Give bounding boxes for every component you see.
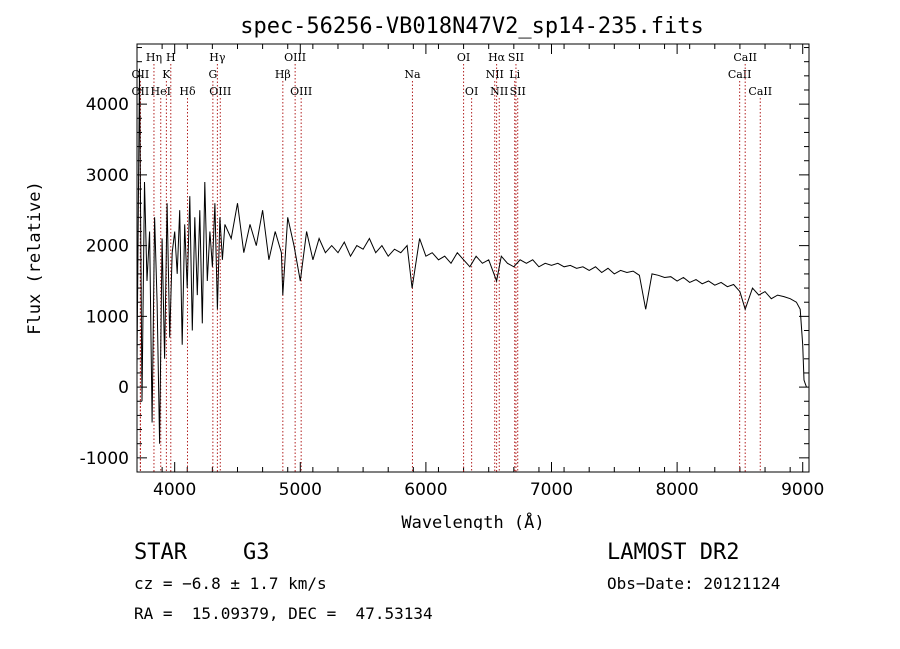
y-tick-label: 1000 [86, 307, 129, 327]
x-tick-label: 6000 [404, 480, 447, 500]
coordinates-readout: RA = 15.09379, DEC = 47.53134 [134, 604, 433, 623]
y-tick-label: 3000 [86, 166, 129, 186]
spectrum-line [136, 68, 807, 444]
x-tick-label: 8000 [655, 480, 698, 500]
chart-title: spec-56256-VB018N47V2_sp14-235.fits [240, 14, 704, 39]
y-tick-label: -1000 [80, 449, 129, 469]
x-axis-label: Wavelength (Å) [401, 511, 544, 530]
line-id-label: Hγ [209, 51, 226, 64]
redshift-readout: cz = −6.8 ± 1.7 km/s [134, 574, 327, 593]
line-id-label: OIII [284, 51, 306, 64]
plot-frame [136, 43, 810, 473]
line-id-label: HeI [151, 85, 171, 98]
line-id-label: Hη [146, 51, 162, 64]
object-class: STAR [134, 540, 187, 565]
line-id-label: CaII [733, 51, 757, 64]
line-id-label: OI [465, 85, 478, 98]
line-id-label: G [208, 68, 217, 81]
line-id-label: H [166, 51, 176, 64]
object-subclass: G3 [243, 540, 270, 565]
line-id-label: Li [509, 68, 520, 81]
line-id-label: Hα [488, 51, 506, 64]
x-tick-label: 5000 [279, 480, 322, 500]
line-identifications: OII OII Hη HeI KH Hδ G Hγ OIII Hβ OIII OIII Na OI OI NI… [132, 51, 772, 472]
line-id-label: Hβ [275, 68, 291, 81]
y-axis-label: Flux (relative) [25, 181, 45, 335]
spectrum-chart: spec-56256-VB018N47V2_sp14-235.fits 4000… [25, 14, 824, 530]
line-id-label: K [162, 68, 171, 81]
line-id-label: SII [508, 51, 524, 64]
line-id-label: OIII [290, 85, 312, 98]
observation-date: Obs−Date: 20121124 [607, 574, 781, 593]
line-id-label: NII [490, 85, 508, 98]
line-id-label: Na [404, 68, 421, 81]
line-id-label: CaII [728, 68, 752, 81]
line-id-label: OIII [209, 85, 231, 98]
line-id-label: SII [510, 85, 526, 98]
y-tick-label: 4000 [86, 95, 129, 115]
line-id-label: NII [486, 68, 504, 81]
x-tick-label: 7000 [530, 480, 573, 500]
line-id-label: OI [457, 51, 470, 64]
axis-ticks: 4000 5000 6000 7000 8000 9000 -1000 0 1000 2000 30… [80, 44, 824, 500]
x-tick-label: 9000 [781, 480, 824, 500]
line-id-label: CaII [748, 85, 772, 98]
y-tick-label: 2000 [86, 237, 129, 257]
x-tick-label: 4000 [153, 480, 196, 500]
survey-name: LAMOST DR2 [607, 540, 740, 565]
line-id-label: Hδ [179, 85, 196, 98]
line-id-label: OII [132, 68, 150, 81]
line-id-label: OII [132, 85, 150, 98]
y-tick-label: 0 [118, 378, 129, 398]
